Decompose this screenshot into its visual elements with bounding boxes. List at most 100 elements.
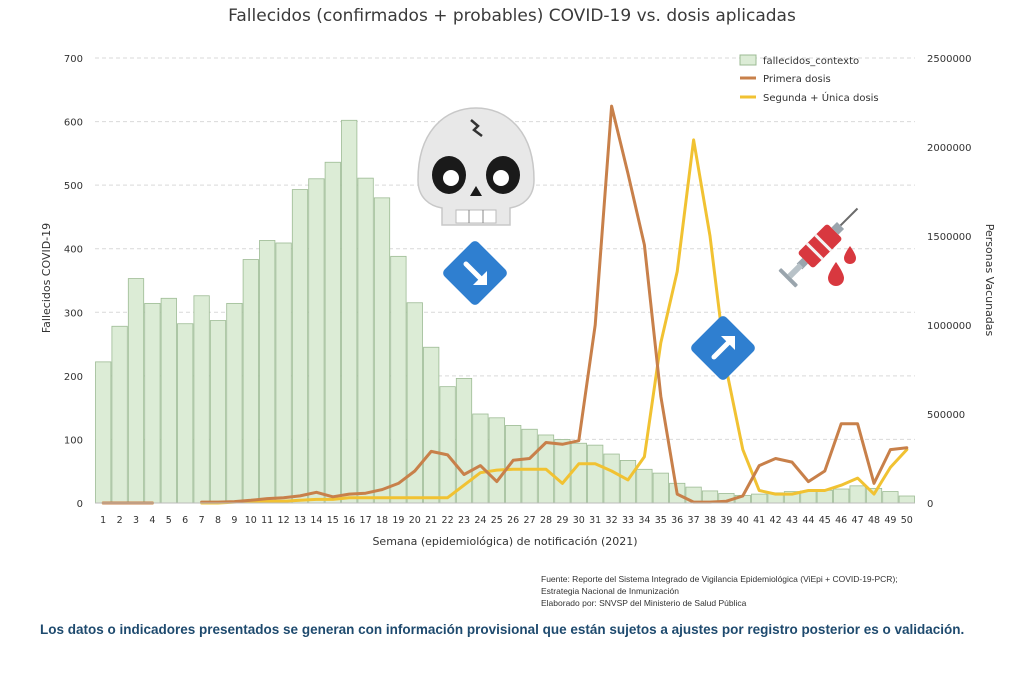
chart: 0 100 200 300 400 500 600 700 0 500000 1000000 1500… bbox=[40, 54, 996, 548]
x-tick-label: 5 bbox=[166, 515, 172, 526]
x-tick-label: 29 bbox=[556, 515, 568, 526]
legend-swatch-bar bbox=[739, 54, 757, 66]
legend: fallecidos_contexto Primera dosis Segund… bbox=[739, 54, 879, 104]
bar-fallecidos bbox=[898, 495, 915, 504]
arrow-up-right-glyph bbox=[711, 336, 735, 360]
bar-fallecidos bbox=[882, 491, 899, 504]
bar-fallecidos bbox=[636, 468, 653, 504]
x-tick-label: 14 bbox=[310, 515, 322, 526]
bar-fallecidos bbox=[160, 297, 177, 504]
x-tick-label: 39 bbox=[720, 515, 732, 526]
y-tick-label: 0 bbox=[77, 499, 83, 510]
bar-fallecidos bbox=[259, 240, 276, 504]
x-tick-label: 36 bbox=[671, 515, 683, 526]
x-tick-label: 27 bbox=[524, 515, 536, 526]
bar-fallecidos bbox=[751, 493, 768, 504]
x-tick-label: 10 bbox=[245, 515, 257, 526]
x-tick-label: 34 bbox=[638, 515, 650, 526]
bar-fallecidos bbox=[619, 460, 637, 504]
x-tick-label: 31 bbox=[589, 515, 601, 526]
bar-fallecidos bbox=[193, 295, 210, 504]
x-tick-label: 7 bbox=[199, 515, 205, 526]
y2-tick-label: 2500000 bbox=[927, 54, 972, 65]
source-line-3: Elaborado por: SNVSP del Ministerio de S… bbox=[541, 598, 747, 608]
y-tick-label: 400 bbox=[64, 245, 83, 256]
bar-fallecidos bbox=[357, 177, 374, 504]
y-tick-label: 500 bbox=[64, 181, 83, 192]
x-tick-label: 1 bbox=[100, 515, 106, 526]
bar-fallecidos bbox=[439, 386, 456, 504]
x-tick-label: 24 bbox=[474, 515, 486, 526]
x-tick-label: 47 bbox=[852, 515, 864, 526]
bar-fallecidos bbox=[373, 197, 391, 504]
bar-fallecidos bbox=[390, 255, 407, 504]
y2-tick-label: 1000000 bbox=[927, 321, 972, 332]
bar-fallecidos bbox=[324, 161, 341, 504]
blood-drop-icon bbox=[828, 246, 856, 286]
bar-fallecidos bbox=[95, 361, 112, 504]
y-tick-label: 700 bbox=[64, 54, 83, 65]
legend-label-segunda: Segunda + Única dosis bbox=[763, 91, 879, 104]
x-tick-label: 44 bbox=[802, 515, 814, 526]
bar-fallecidos bbox=[833, 488, 850, 504]
source-line-1: Fuente: Reporte del Sistema Integrado de… bbox=[541, 574, 898, 584]
y-tick-label: 200 bbox=[64, 372, 83, 383]
x-tick-label: 17 bbox=[360, 515, 372, 526]
y-axis-label: Fallecidos COVID-19 bbox=[40, 223, 53, 333]
x-tick-label: 48 bbox=[868, 515, 880, 526]
source-line-2: Estrategia Nacional de Inmunización bbox=[541, 586, 679, 596]
x-tick-label: 26 bbox=[507, 515, 519, 526]
bar-fallecidos bbox=[406, 302, 423, 504]
x-tick-label: 45 bbox=[819, 515, 831, 526]
y-tick-label: 300 bbox=[64, 308, 83, 319]
x-tick-label: 42 bbox=[770, 515, 782, 526]
x-tick-label: 37 bbox=[688, 515, 700, 526]
bar-fallecidos bbox=[127, 278, 145, 504]
bar-fallecidos bbox=[209, 320, 227, 504]
bars bbox=[95, 119, 915, 504]
x-tick-label: 21 bbox=[425, 515, 437, 526]
arrow-down-right-glyph bbox=[463, 261, 487, 285]
bar-fallecidos bbox=[472, 413, 489, 504]
legend-label-fallecidos: fallecidos_contexto bbox=[763, 56, 859, 67]
x-tick-label: 3 bbox=[133, 515, 139, 526]
y2-tick-label: 1500000 bbox=[927, 232, 972, 243]
x-axis-label: Semana (epidemiológica) de notificación … bbox=[372, 535, 637, 548]
x-tick-label: 30 bbox=[573, 515, 585, 526]
bar-fallecidos bbox=[423, 346, 440, 504]
y2-tick-label: 2000000 bbox=[927, 143, 972, 154]
x-tick-label: 32 bbox=[606, 515, 618, 526]
bar-fallecidos bbox=[521, 428, 538, 504]
syringe-icon bbox=[778, 207, 859, 288]
disclaimer-note: Los datos o indicadores presentados se g… bbox=[40, 622, 965, 637]
bar-fallecidos bbox=[226, 302, 243, 504]
skull-icon bbox=[417, 107, 535, 226]
bar-fallecidos bbox=[144, 302, 161, 504]
bar-fallecidos bbox=[587, 444, 604, 504]
bar-fallecidos bbox=[603, 453, 620, 504]
bar-fallecidos bbox=[505, 425, 522, 504]
x-tick-label: 49 bbox=[884, 515, 896, 526]
axes: 0 100 200 300 400 500 600 700 0 500000 1000000 1500… bbox=[64, 54, 972, 526]
x-tick-label: 50 bbox=[901, 515, 913, 526]
x-tick-label: 16 bbox=[343, 515, 355, 526]
bar-fallecidos bbox=[816, 489, 833, 504]
bar-fallecidos bbox=[177, 323, 194, 504]
bar-fallecidos bbox=[652, 472, 669, 504]
x-tick-label: 40 bbox=[737, 515, 749, 526]
x-tick-label: 12 bbox=[278, 515, 290, 526]
legend-label-primera: Primera dosis bbox=[763, 74, 831, 85]
x-tick-label: 19 bbox=[392, 515, 404, 526]
x-tick-label: 38 bbox=[704, 515, 716, 526]
y2-axis-label: Personas Vacunadas bbox=[983, 224, 996, 337]
y-tick-label: 100 bbox=[64, 435, 83, 446]
bar-fallecidos bbox=[488, 417, 505, 504]
bar-fallecidos bbox=[242, 259, 259, 504]
x-tick-label: 4 bbox=[149, 515, 155, 526]
source-note: Fuente: Reporte del Sistema Integrado de… bbox=[541, 573, 898, 609]
y2-tick-label: 500000 bbox=[927, 410, 965, 421]
x-tick-label: 11 bbox=[261, 515, 273, 526]
x-tick-label: 28 bbox=[540, 515, 552, 526]
x-tick-label: 9 bbox=[231, 515, 237, 526]
x-tick-label: 41 bbox=[753, 515, 765, 526]
